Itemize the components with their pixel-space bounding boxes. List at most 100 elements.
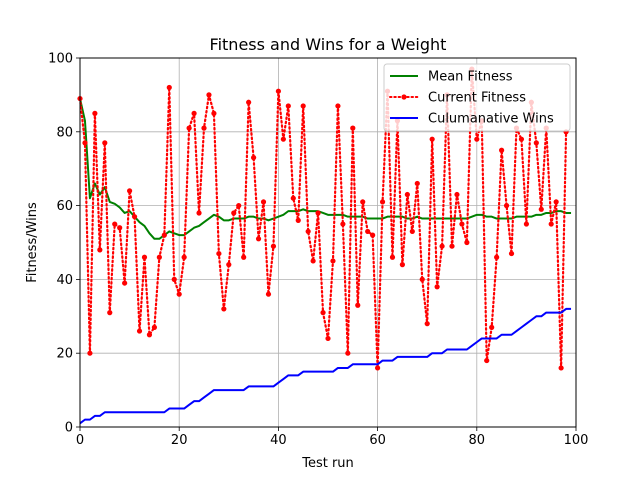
legend-label-mean-fitness: Mean Fitness <box>428 70 513 85</box>
current-fitness-point <box>484 357 490 364</box>
current-fitness-point <box>474 136 480 142</box>
current-fitness-point <box>538 206 544 212</box>
current-fitness-point <box>503 203 510 209</box>
current-fitness-point <box>325 335 331 342</box>
current-fitness-point <box>449 243 455 249</box>
legend-box <box>383 63 571 132</box>
legend-marker-current-fitness <box>401 94 407 100</box>
current-fitness-point <box>127 188 133 194</box>
current-fitness-point <box>360 199 366 205</box>
axis-ticks: 0 20 40 60 80 100 0 20 40 60 80 100 <box>48 52 588 449</box>
current-fitness-point <box>439 243 445 249</box>
current-fitness-point <box>136 328 143 334</box>
current-fitness-point <box>310 258 316 264</box>
y-tick-label: 80 <box>56 125 73 140</box>
current-fitness-point <box>231 210 237 216</box>
current-fitness-point <box>146 332 153 338</box>
legend-label-current-fitness: Current Fitness <box>428 91 526 106</box>
current-fitness-point <box>429 136 435 142</box>
current-fitness-point <box>156 254 162 260</box>
current-fitness-point <box>191 110 197 116</box>
current-fitness-point <box>92 110 98 116</box>
y-tick-label: 40 <box>56 273 73 288</box>
current-fitness-point <box>375 365 381 371</box>
current-fitness-point <box>330 258 336 264</box>
legend-label-culumanative-wins: Culumanative Wins <box>428 112 554 127</box>
current-fitness-point <box>176 291 182 297</box>
current-fitness-point <box>131 214 138 220</box>
current-fitness-point <box>533 140 539 146</box>
current-fitness-point <box>161 232 167 238</box>
current-fitness-point <box>553 199 559 205</box>
current-fitness-point <box>365 228 371 235</box>
current-fitness-point <box>434 284 440 290</box>
current-fitness-point <box>404 191 410 198</box>
plot-frame <box>79 57 577 428</box>
chart-title: Fitness and Wins for a Weight <box>210 35 447 54</box>
current-fitness-point <box>102 140 108 146</box>
current-fitness-point <box>508 250 515 257</box>
current-fitness-point <box>414 180 420 187</box>
x-tick-label: 20 <box>171 433 188 448</box>
current-fitness-point <box>355 302 361 308</box>
current-fitness-point <box>87 350 93 356</box>
current-fitness-point <box>117 225 123 231</box>
current-fitness-point <box>340 221 346 227</box>
current-fitness-point <box>251 155 257 161</box>
current-fitness-point <box>464 239 470 246</box>
current-fitness-point <box>82 140 88 146</box>
current-fitness-point <box>181 254 187 260</box>
current-fitness-point <box>151 324 157 330</box>
legend: Mean Fitness Current Fitness Culumanative … <box>383 63 571 132</box>
x-tick-label: 100 <box>564 433 589 448</box>
current-fitness-point <box>107 310 113 316</box>
current-fitness-point <box>409 228 415 235</box>
current-fitness-point <box>499 147 505 153</box>
current-fitness-point <box>290 195 296 201</box>
current-fitness-point <box>315 210 321 216</box>
current-fitness-point <box>558 365 564 371</box>
y-axis-label: Fitness/Wins <box>25 202 40 283</box>
current-fitness-point <box>166 84 172 91</box>
current-fitness-point <box>265 291 272 297</box>
current-fitness-point <box>216 250 222 257</box>
current-fitness-point <box>206 92 212 98</box>
current-fitness-point <box>523 221 530 227</box>
current-fitness-point <box>370 232 376 238</box>
current-fitness-point <box>389 254 396 260</box>
current-fitness-point <box>97 247 103 253</box>
current-fitness-point <box>112 221 118 227</box>
current-fitness-point <box>295 217 301 223</box>
x-tick-label: 60 <box>369 433 386 448</box>
current-fitness-point <box>122 280 128 286</box>
current-fitness-point <box>489 324 495 330</box>
x-tick-label: 80 <box>469 433 486 448</box>
y-tick-label: 0 <box>65 421 73 436</box>
current-fitness-point <box>221 306 227 312</box>
current-fitness-point <box>211 110 217 116</box>
current-fitness-point <box>459 221 465 227</box>
current-fitness-point <box>300 103 306 109</box>
mean-fitness-line <box>79 98 572 240</box>
current-fitness-point <box>424 321 430 327</box>
current-fitness-point <box>171 276 177 282</box>
current-fitness-point <box>419 276 425 282</box>
current-fitness-point <box>186 125 192 131</box>
current-fitness-point <box>379 199 386 205</box>
current-fitness-point <box>201 125 207 131</box>
series-layer <box>77 66 572 425</box>
current-fitness-point <box>320 310 326 316</box>
x-tick-label: 40 <box>270 433 287 448</box>
current-fitness-point <box>518 136 525 142</box>
x-axis-label: Test run <box>301 456 354 471</box>
x-tick-label: 0 <box>76 433 84 448</box>
current-fitness-point <box>454 191 460 198</box>
current-fitness-point <box>255 236 262 242</box>
current-fitness-point <box>494 254 500 260</box>
current-fitness-point <box>345 350 351 356</box>
current-fitness-point <box>241 254 247 260</box>
y-tick-label: 20 <box>56 347 73 362</box>
current-fitness-point <box>246 99 252 105</box>
current-fitness-point <box>305 228 311 235</box>
